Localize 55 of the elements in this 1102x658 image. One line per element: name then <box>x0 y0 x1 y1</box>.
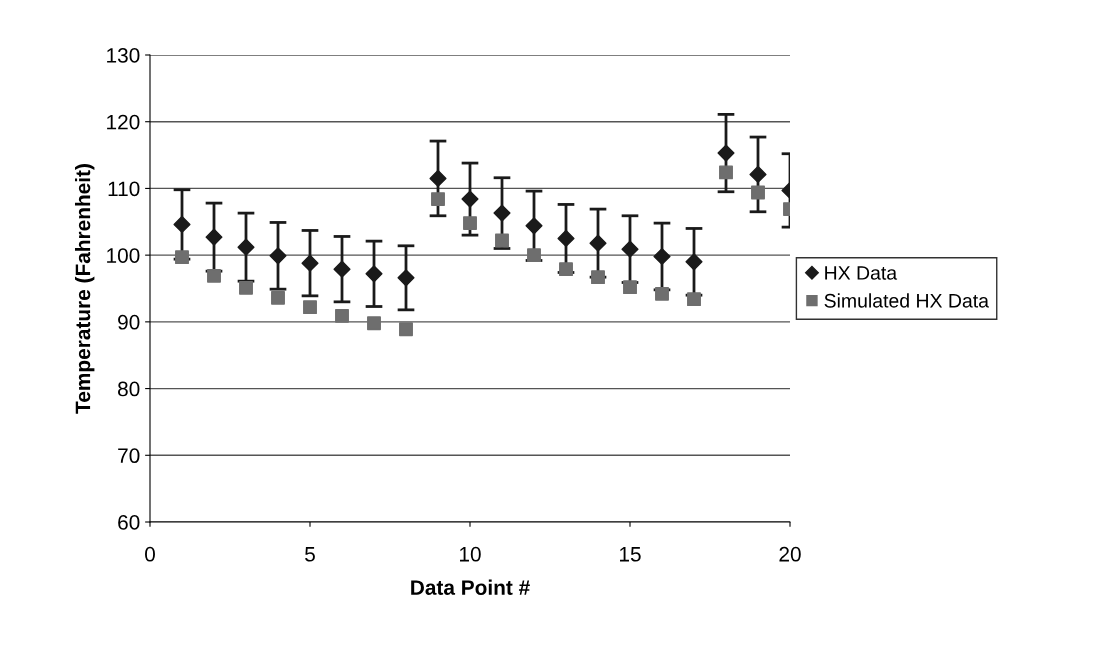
x-tick-label: 10 <box>460 546 481 562</box>
point <box>173 215 191 234</box>
point <box>653 247 671 266</box>
point <box>397 269 415 287</box>
x-tick-label: 0 <box>145 546 155 562</box>
legend-label: HX Data <box>825 266 898 280</box>
y-tick-label: 120 <box>107 114 140 130</box>
point <box>525 217 543 235</box>
y-tick-label: 100 <box>107 248 140 263</box>
y-tick-label: 110 <box>108 181 140 197</box>
x-tick-label: 5 <box>305 547 315 562</box>
point <box>493 204 511 222</box>
point <box>365 265 383 283</box>
point <box>591 270 605 285</box>
point <box>333 260 351 278</box>
point <box>335 308 349 323</box>
point <box>687 292 701 307</box>
point <box>527 248 541 263</box>
point <box>269 247 287 265</box>
point <box>495 233 509 248</box>
point <box>621 240 639 258</box>
x-axis-title: Data Point # <box>411 579 530 595</box>
point <box>719 165 733 180</box>
x-tick-label: 20 <box>779 546 801 562</box>
y-axis-title: Temperature (Fahrenheit) <box>74 164 95 414</box>
point <box>559 262 573 277</box>
point <box>301 254 319 272</box>
point <box>237 238 255 256</box>
y-tick-label: 60 <box>118 515 140 530</box>
point <box>717 144 735 162</box>
point <box>271 290 285 305</box>
point <box>367 316 381 331</box>
y-tick-label: 90 <box>118 314 140 330</box>
point <box>431 192 445 207</box>
point <box>207 268 221 283</box>
point <box>751 185 765 200</box>
point <box>239 280 253 295</box>
point <box>749 165 767 183</box>
y-tick-label: 130 <box>107 48 140 63</box>
point <box>429 169 447 187</box>
legend-label: Simulated HX Data <box>824 293 989 308</box>
point <box>463 216 477 231</box>
point <box>205 228 223 246</box>
point <box>461 190 479 208</box>
point <box>655 286 669 301</box>
point <box>685 253 703 271</box>
y-tick-label: 70 <box>118 448 140 464</box>
point <box>623 280 637 295</box>
point <box>399 322 413 337</box>
x-tick-label: 15 <box>620 547 641 562</box>
point <box>303 300 317 315</box>
point <box>557 229 575 248</box>
point <box>175 250 189 265</box>
point <box>589 234 607 252</box>
y-tick-label: 80 <box>118 381 140 397</box>
